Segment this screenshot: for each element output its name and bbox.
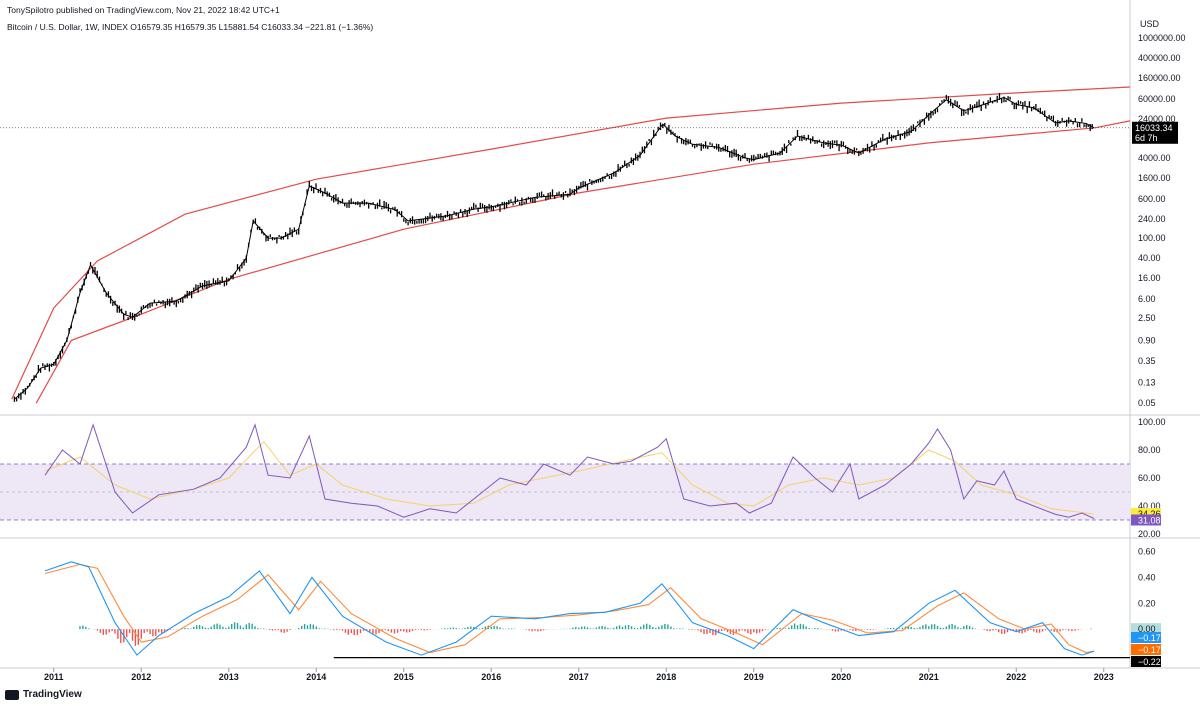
rsi-tick-label: 60.00 — [1138, 473, 1161, 483]
brand-name: TradingView — [23, 689, 82, 700]
price-tick-label: 0.13 — [1138, 377, 1156, 387]
rsi-tick-label: 80.00 — [1138, 445, 1161, 455]
signal-badge — [1131, 644, 1161, 655]
symbol-ohlc-line: Bitcoin / U.S. Dollar, 1W, INDEX O16579.… — [7, 22, 374, 32]
currency-label: USD — [1140, 19, 1160, 29]
price-tick-label: 0.05 — [1138, 398, 1156, 408]
support-badge — [1131, 656, 1161, 667]
rsi-ma-value-label: 34.26 — [1138, 509, 1161, 519]
macd-tick-label: 0.20 — [1138, 598, 1156, 608]
time-tick-label: 2014 — [306, 672, 326, 682]
price-tick-label: 40.00 — [1138, 253, 1161, 263]
bar-countdown-label: 6d 7h — [1135, 133, 1158, 143]
time-tick-label: 2013 — [219, 672, 239, 682]
price-tick-label: 100.00 — [1138, 233, 1166, 243]
channel-upper-curve — [11, 86, 1131, 400]
time-tick-label: 2020 — [831, 672, 851, 682]
macd-line — [44, 561, 1095, 656]
tradingview-logo[interactable]: TradingView — [5, 689, 82, 700]
time-tick-label: 2018 — [656, 672, 676, 682]
rsi-line — [44, 423, 1095, 519]
price-tick-label: 600.00 — [1138, 194, 1166, 204]
price-tick-label: 60000.00 — [1138, 94, 1176, 104]
macd-value-label: −0.17 — [1138, 633, 1161, 643]
rsi-tick-label: 100.00 — [1138, 417, 1166, 427]
price-tick-label: 6.00 — [1138, 294, 1156, 304]
support-value-label: −0.22 — [1138, 657, 1161, 667]
price-tick-label: 1600.00 — [1138, 173, 1171, 183]
tradingview-logo-icon — [5, 689, 19, 700]
price-tick-label: 16.00 — [1138, 273, 1161, 283]
signal-value-label: −0.17 — [1138, 645, 1161, 655]
price-tick-label: 0.35 — [1138, 356, 1156, 366]
macd-tick-label: 0.40 — [1138, 572, 1156, 582]
price-tick-label: 1000000.00 — [1138, 33, 1186, 43]
macd-badge — [1131, 632, 1161, 643]
time-tick-label: 2015 — [394, 672, 414, 682]
price-tick-label: 0.90 — [1138, 335, 1156, 345]
macd-histogram — [79, 622, 1092, 646]
price-tick-label: 400000.00 — [1138, 53, 1181, 63]
publisher-line: TonySpilotro published on TradingView.co… — [7, 5, 280, 15]
price-tick-label: 24000.00 — [1138, 114, 1176, 124]
channel-lower-curve — [35, 120, 1131, 404]
macd-tick-label: 0.60 — [1138, 546, 1156, 556]
time-tick-label: 2016 — [481, 672, 501, 682]
price-tick-label: 4000.00 — [1138, 153, 1171, 163]
rsi-tick-label: 20.00 — [1138, 529, 1161, 539]
last-price-badge — [1132, 121, 1178, 144]
time-tick-label: 2022 — [1006, 672, 1026, 682]
price-tick-label: 240.00 — [1138, 214, 1166, 224]
time-tick-label: 2021 — [919, 672, 939, 682]
price-tick-label: 160000.00 — [1138, 73, 1181, 83]
rsi-value-label: 31.08 — [1138, 515, 1161, 525]
price-tick-label: 2.50 — [1138, 313, 1156, 323]
price-close-line — [14, 96, 1095, 400]
time-tick-label: 2017 — [569, 672, 589, 682]
rsi-badge — [1131, 514, 1161, 526]
time-tick-label: 2012 — [131, 672, 151, 682]
time-tick-label: 2019 — [744, 672, 764, 682]
time-tick-label: 2023 — [1094, 672, 1114, 682]
rsi-tick-label: 40.00 — [1138, 501, 1161, 511]
macd-zero-label: 0.00 — [1138, 624, 1156, 634]
time-tick-label: 2011 — [44, 672, 64, 682]
rsi-ma-line — [44, 440, 1095, 515]
price-candles — [13, 93, 1093, 402]
macd-signal-line — [44, 563, 1095, 654]
rsi-ma-badge — [1131, 508, 1161, 520]
last-price-label: 16033.34 — [1135, 123, 1173, 133]
